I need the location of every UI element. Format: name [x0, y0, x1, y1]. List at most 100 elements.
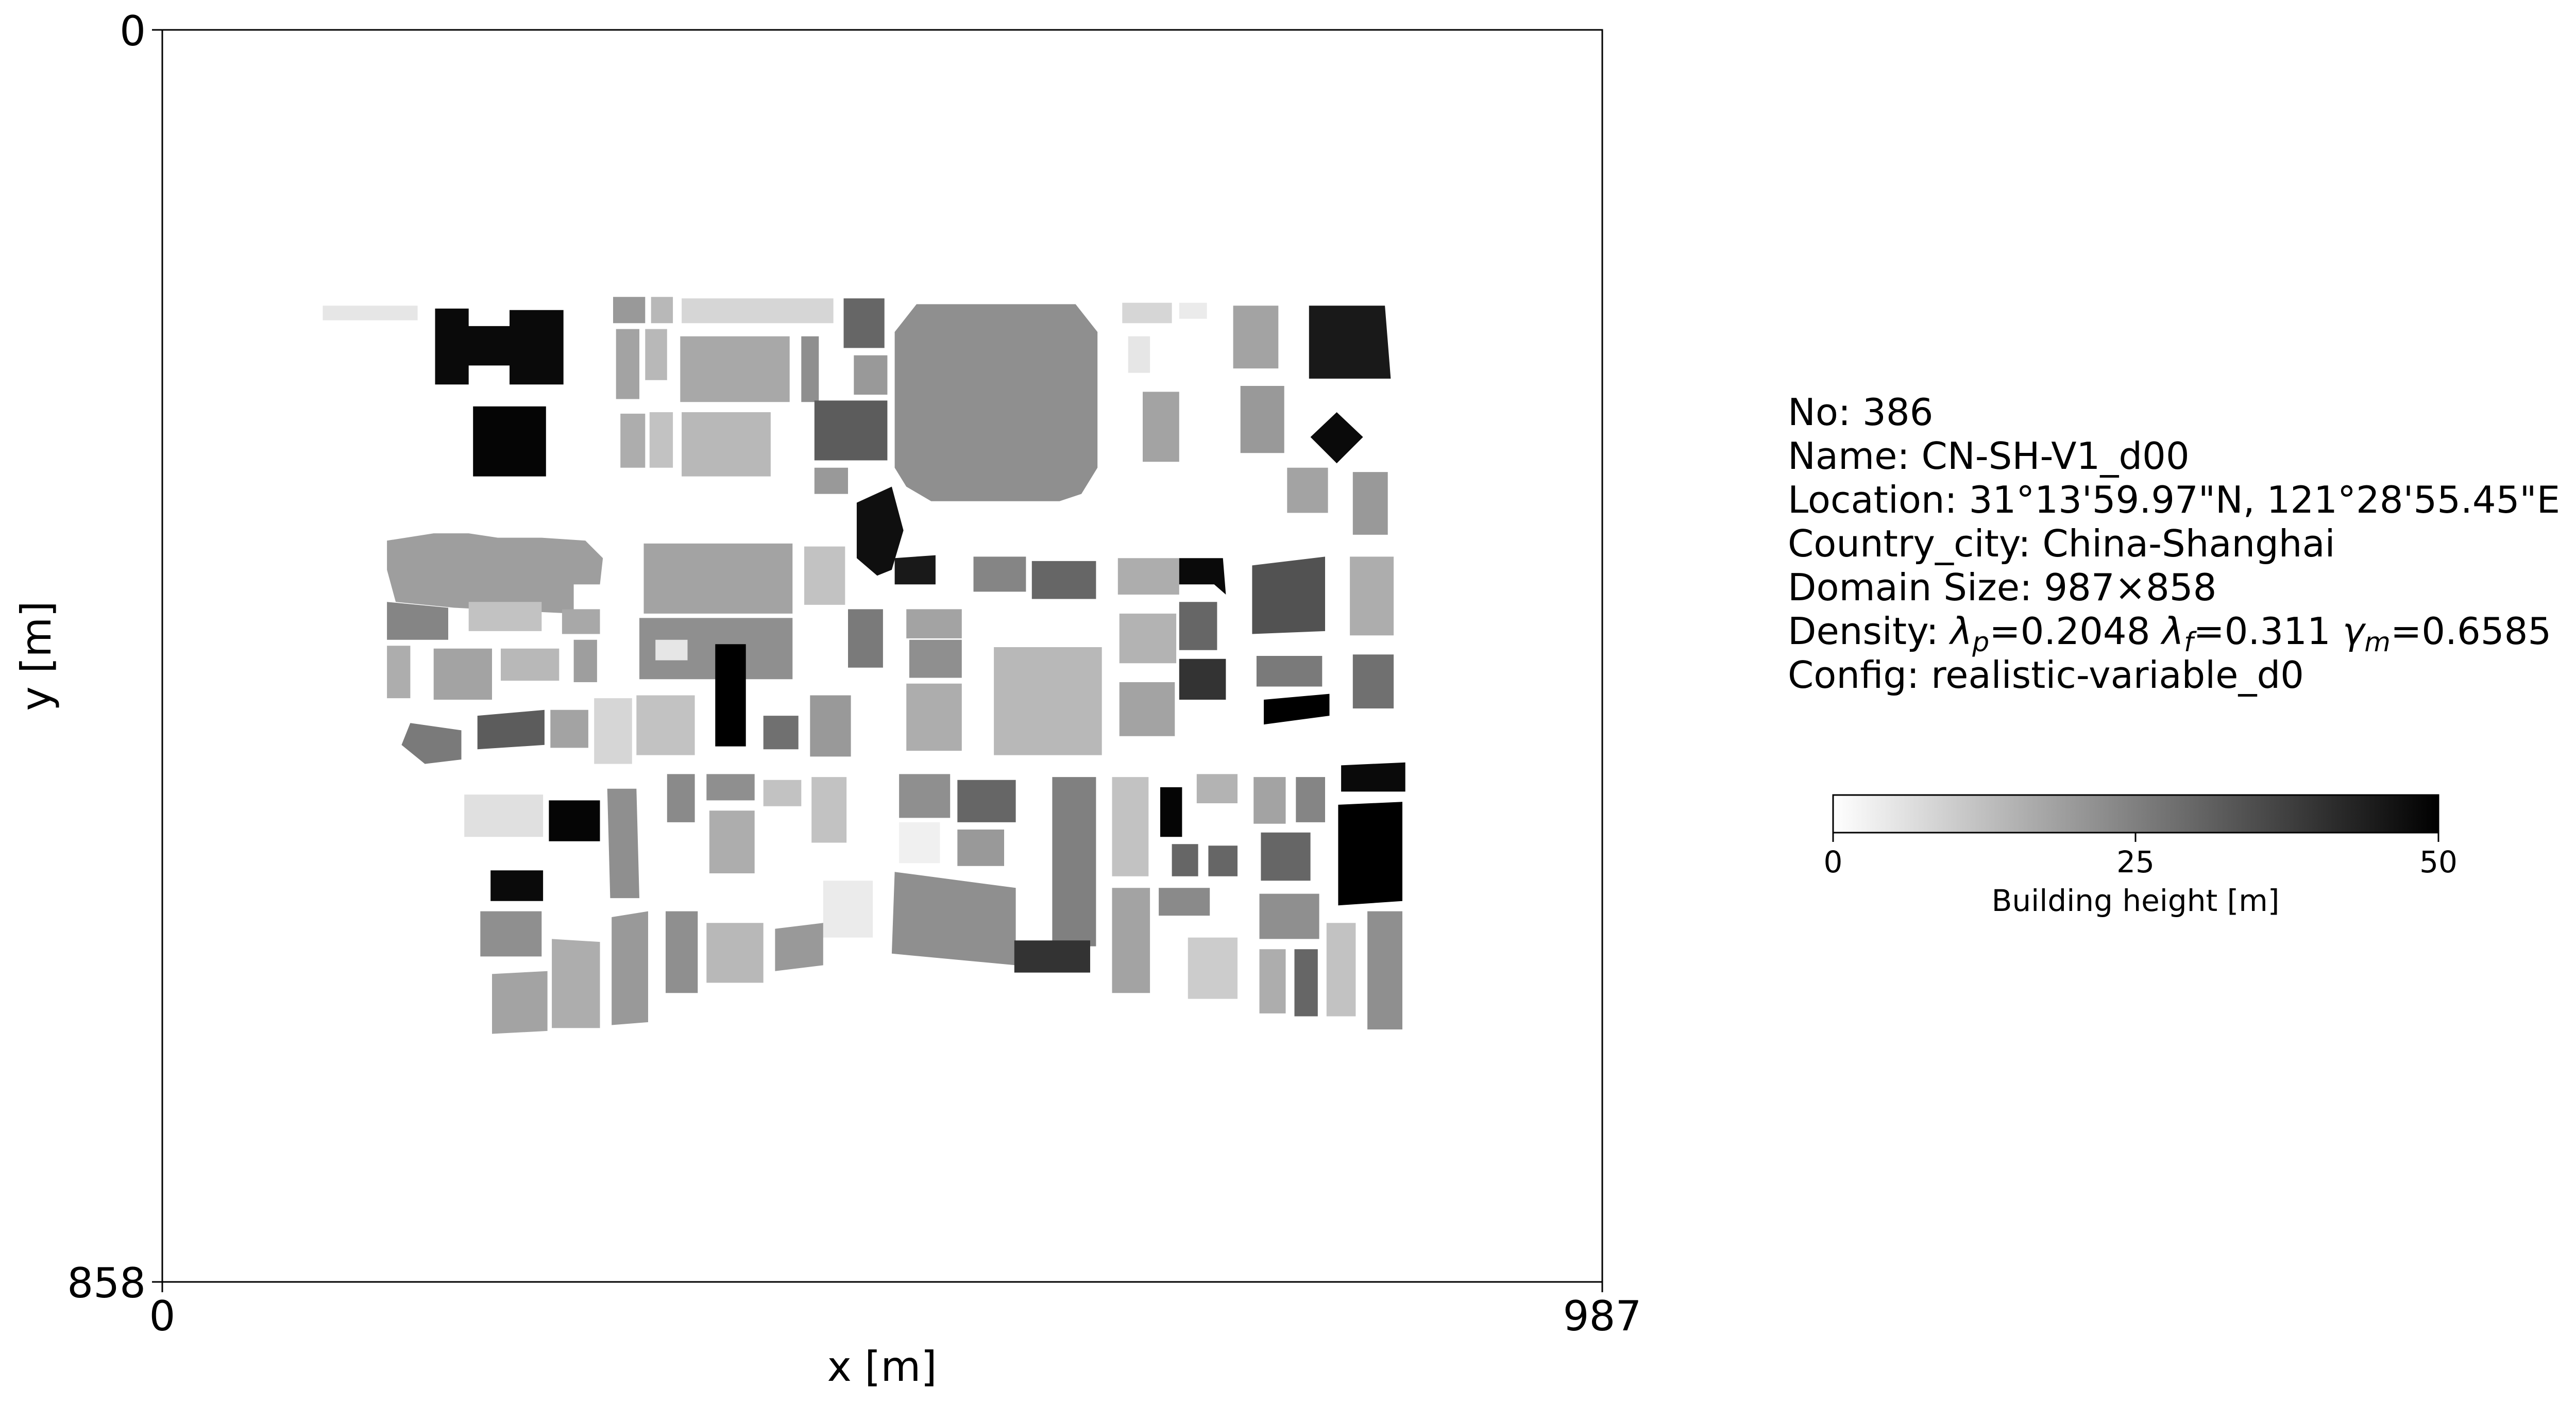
building-40 — [401, 723, 462, 764]
map-frame — [161, 29, 1603, 1283]
building-27 — [1310, 412, 1363, 464]
building-3 — [473, 406, 546, 477]
colorbar: 0 25 50 Building height [m] — [1824, 794, 2458, 918]
building-70 — [549, 800, 600, 841]
building-48 — [636, 695, 695, 755]
building-93 — [1159, 888, 1210, 916]
building-37 — [501, 648, 560, 681]
building-100 — [1259, 893, 1319, 939]
building-17 — [814, 467, 848, 494]
building-79 — [823, 881, 873, 938]
building-19 — [856, 486, 904, 576]
building-86 — [1014, 940, 1090, 973]
building-109 — [706, 923, 764, 983]
info-number: No: 386 — [1788, 391, 1933, 434]
building-75 — [706, 774, 755, 801]
building-1 — [323, 306, 418, 320]
building-20 — [894, 555, 936, 585]
colorbar-label-max: 50 — [2419, 844, 2458, 880]
building-5 — [651, 297, 673, 324]
building-80 — [899, 774, 951, 818]
building-92 — [1112, 888, 1150, 993]
building-88 — [1160, 787, 1182, 837]
building-height-map: 0 987 0 858 x [m] y [m] — [12, 7, 1641, 1391]
building-97 — [1341, 762, 1405, 792]
building-35 — [387, 646, 411, 699]
building-77 — [763, 780, 802, 806]
building-58 — [1117, 558, 1179, 595]
building-9 — [645, 329, 667, 380]
building-7 — [843, 298, 885, 348]
building-31 — [387, 533, 603, 614]
building-38 — [573, 639, 597, 682]
building-49 — [763, 716, 799, 750]
building-95 — [1253, 777, 1286, 824]
density-prefix: Density: — [1788, 610, 1951, 653]
building-51 — [848, 609, 883, 668]
building-16 — [814, 400, 888, 461]
building-8 — [616, 329, 639, 399]
building-81 — [957, 780, 1016, 822]
building-42 — [594, 698, 632, 764]
y-tick-label-max: 858 — [67, 1259, 146, 1307]
x-axis-title: x [m] — [827, 1343, 937, 1391]
building-72 — [490, 870, 544, 901]
info-country-city: Country_city: China-Shanghai — [1788, 522, 2335, 565]
info-location: Location: 31°13'59.97"N, 121°28'55.45"E — [1788, 478, 2560, 521]
building-64 — [1252, 556, 1325, 634]
building-2 — [435, 308, 564, 385]
y-axis-title: y [m] — [12, 601, 60, 711]
building-60 — [1119, 613, 1177, 664]
building-18 — [894, 304, 1098, 501]
dataset-info: No: 386 Name: CN-SH-V1_d00 Location: 31°… — [1788, 391, 2560, 697]
building-4 — [613, 297, 646, 324]
lambda-p-value: =0.2048 — [1989, 610, 2162, 653]
building-91 — [1208, 846, 1238, 876]
building-62 — [1179, 658, 1226, 700]
building-104 — [1367, 911, 1402, 1029]
building-59 — [1179, 558, 1226, 595]
building-83 — [957, 830, 1004, 866]
building-23 — [1233, 306, 1279, 369]
building-105 — [492, 971, 548, 1034]
building-73 — [480, 911, 542, 957]
lambda-p-symbol: λ — [1948, 610, 1973, 653]
colorbar-label-mid: 25 — [2116, 844, 2155, 880]
x-tick-label-min: 0 — [149, 1292, 176, 1340]
building-89 — [1172, 844, 1198, 876]
building-96 — [1296, 777, 1325, 822]
building-90 — [1196, 774, 1238, 803]
building-65 — [1350, 556, 1394, 636]
building-71 — [607, 788, 639, 899]
building-61 — [1179, 602, 1217, 650]
building-103 — [1326, 923, 1356, 1017]
building-98 — [1261, 832, 1311, 881]
info-domain-size: Domain Size: 987×858 — [1788, 566, 2216, 609]
building-57 — [994, 647, 1102, 755]
building-30 — [1352, 472, 1388, 535]
building-106 — [552, 939, 600, 1028]
colorbar-title: Building height [m] — [1992, 883, 2280, 918]
building-84 — [891, 872, 1016, 966]
building-32 — [387, 602, 448, 640]
building-47 — [715, 644, 746, 747]
y-tick-label-min: 0 — [120, 7, 146, 55]
building-15 — [682, 412, 771, 477]
building-10 — [680, 336, 790, 402]
building-101 — [1259, 949, 1286, 1013]
info-density: Density: λp=0.2048 λf=0.311 γm=0.6585 — [1788, 610, 2551, 658]
building-54 — [1031, 561, 1096, 599]
gamma-m-symbol: γ — [2343, 610, 2366, 653]
building-102 — [1294, 949, 1318, 1017]
building-25 — [1143, 392, 1179, 462]
building-33 — [468, 602, 542, 631]
lambda-p-sub: p — [1972, 627, 1989, 658]
building-50 — [810, 695, 851, 757]
building-69 — [464, 795, 544, 837]
building-14 — [649, 412, 673, 468]
building-24 — [1128, 336, 1150, 373]
building-56 — [906, 683, 962, 751]
building-26 — [1309, 306, 1391, 379]
building-66 — [1256, 656, 1323, 687]
